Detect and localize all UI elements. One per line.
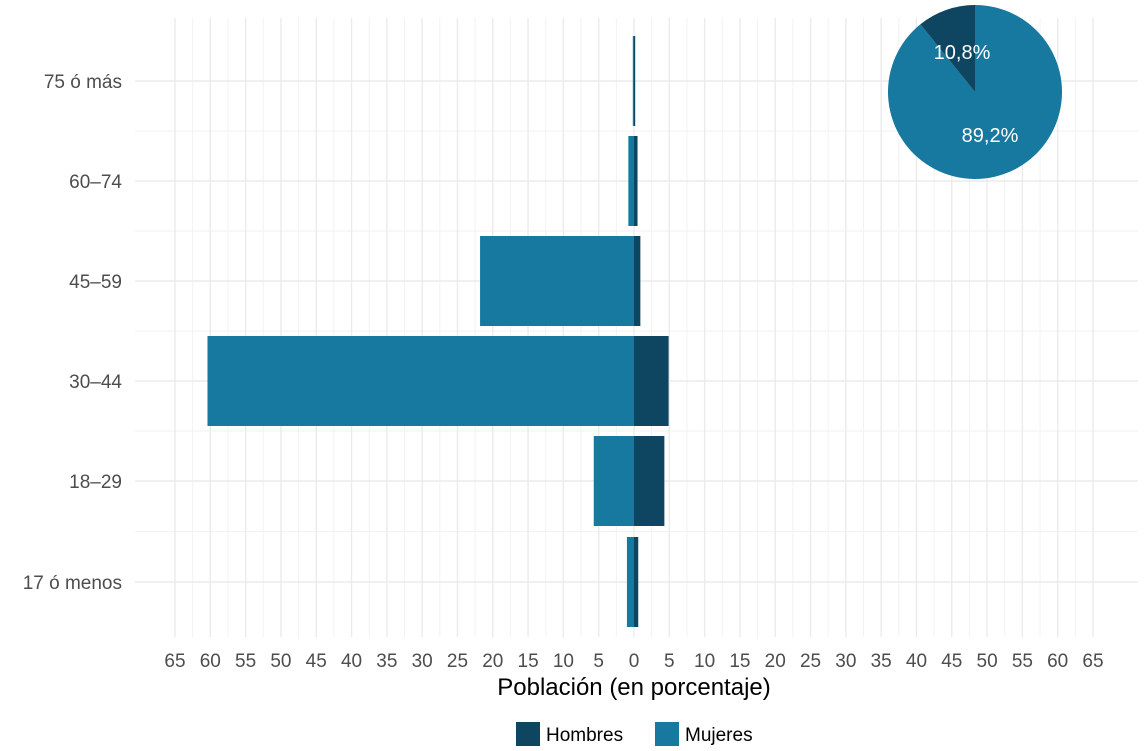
y-tick-label: 30–44 <box>69 372 122 393</box>
x-tick-label: 35 <box>871 651 892 672</box>
bar-mujeres-3 <box>480 236 634 326</box>
bar-hombres-4 <box>634 136 638 226</box>
x-tick-label: 15 <box>729 651 750 672</box>
x-tick-label: 20 <box>482 651 503 672</box>
pie-label-mujeres: 89,2% <box>962 125 1019 147</box>
x-tick-label: 25 <box>447 651 468 672</box>
bar-hombres-1 <box>634 436 665 526</box>
legend-label-hombres: Hombres <box>546 725 623 746</box>
y-tick-label: 17 ó menos <box>23 573 122 594</box>
x-tick-label: 60 <box>200 651 221 672</box>
x-tick-label: 10 <box>553 651 574 672</box>
grid-lines <box>135 18 1138 637</box>
legend: Hombres Mujeres <box>516 722 753 746</box>
x-tick-label: 65 <box>1082 651 1103 672</box>
x-tick-label: 50 <box>977 651 998 672</box>
bar-mujeres-5 <box>632 36 634 126</box>
bars-group <box>207 36 669 627</box>
legend-key-mujeres <box>655 722 679 746</box>
x-tick-label: 5 <box>664 651 675 672</box>
legend-label-mujeres: Mujeres <box>685 725 753 746</box>
x-tick-label: 65 <box>164 651 185 672</box>
pie-chart: 10,8% 89,2% <box>888 5 1062 179</box>
x-tick-label: 0 <box>629 651 640 672</box>
x-tick-label: 35 <box>376 651 397 672</box>
y-axis-labels: 17 ó menos 18–29 30–44 45–59 60–74 75 ó más <box>23 72 123 594</box>
bar-mujeres-0 <box>626 537 634 627</box>
x-tick-label: 15 <box>518 651 539 672</box>
x-tick-label: 10 <box>694 651 715 672</box>
x-tick-label: 40 <box>341 651 362 672</box>
bar-hombres-3 <box>634 236 641 326</box>
legend-key-hombres <box>516 722 540 746</box>
x-axis-title: Población (en porcentaje) <box>497 674 771 701</box>
bar-mujeres-2 <box>207 336 634 426</box>
x-tick-label: 55 <box>235 651 256 672</box>
x-tick-label: 30 <box>835 651 856 672</box>
x-tick-label: 45 <box>306 651 327 672</box>
x-tick-label: 50 <box>270 651 291 672</box>
x-tick-label: 55 <box>1012 651 1033 672</box>
x-axis-labels: 65 60 55 50 45 40 35 30 25 20 15 10 5 0 5 10 15 20 25 30 35 4… <box>164 651 1103 672</box>
pie-label-hombres: 10,8% <box>934 42 991 64</box>
y-tick-label: 75 ó más <box>44 72 122 93</box>
bar-hombres-0 <box>634 537 639 627</box>
bar-hombres-5 <box>634 36 636 126</box>
pie-slice-hombres <box>920 5 975 92</box>
x-tick-label: 40 <box>906 651 927 672</box>
x-tick-label: 5 <box>593 651 604 672</box>
bar-hombres-2 <box>634 336 669 426</box>
bar-mujeres-4 <box>628 136 634 226</box>
x-tick-label: 25 <box>800 651 821 672</box>
y-tick-label: 45–59 <box>69 272 122 293</box>
x-tick-label: 30 <box>412 651 433 672</box>
y-tick-label: 60–74 <box>69 172 122 193</box>
x-tick-label: 60 <box>1047 651 1068 672</box>
y-tick-label: 18–29 <box>69 472 122 493</box>
x-tick-label: 20 <box>765 651 786 672</box>
bar-mujeres-1 <box>593 436 634 526</box>
x-tick-label: 45 <box>941 651 962 672</box>
